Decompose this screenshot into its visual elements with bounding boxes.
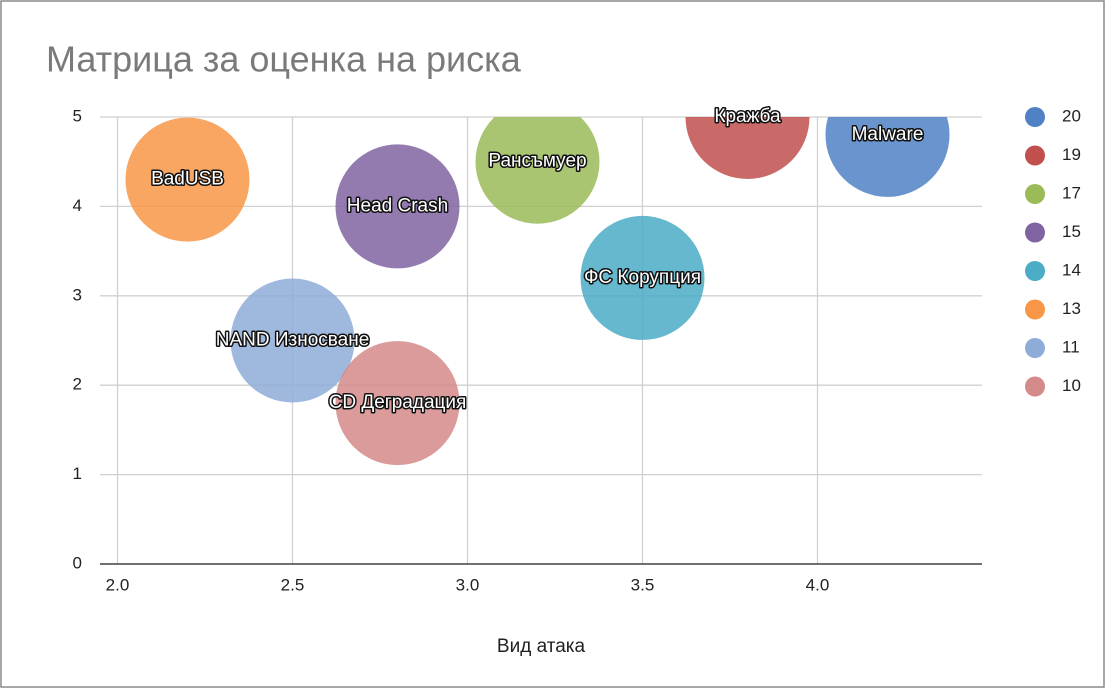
legend-label: 20 — [1062, 106, 1081, 125]
y-tick-label: 3 — [73, 285, 82, 304]
bubble — [125, 117, 250, 242]
legend-marker — [1025, 338, 1045, 358]
data-label: Head Crash — [347, 195, 448, 216]
x-tick-label: 3.0 — [456, 575, 480, 594]
legend-marker — [1025, 222, 1045, 243]
legend-marker — [1025, 107, 1045, 127]
x-tick-label: 2.5 — [281, 575, 305, 594]
x-tick-label: 2.0 — [106, 575, 130, 594]
data-label: Рансъмуер — [488, 151, 586, 172]
legend-label: 19 — [1062, 145, 1081, 164]
bubble — [335, 341, 460, 466]
x-tick-label: 4.0 — [806, 575, 830, 594]
legend-label: 15 — [1062, 222, 1081, 241]
bubble — [825, 117, 950, 197]
legend-marker — [1025, 299, 1045, 320]
y-tick-label: 0 — [73, 553, 82, 572]
bubble — [335, 144, 460, 269]
data-label: CD Деградация — [329, 392, 467, 413]
chart-title: Матрица за оценка на риска — [46, 39, 522, 80]
y-tick-label: 4 — [73, 196, 82, 215]
legend-label: 17 — [1062, 183, 1081, 202]
y-tick-label: 2 — [73, 375, 82, 394]
data-label: Malware — [852, 124, 924, 145]
data-label: ФС Корупция — [584, 267, 701, 288]
legend-marker — [1025, 184, 1045, 204]
legend-marker — [1025, 261, 1045, 281]
bubble — [230, 278, 355, 403]
x-axis-label: Вид атака — [497, 636, 586, 657]
bubble — [580, 215, 705, 340]
bubble — [685, 117, 810, 179]
data-label: Кражба — [714, 106, 781, 127]
bubble — [475, 117, 600, 224]
legend-label: 14 — [1062, 260, 1081, 279]
legend-label: 10 — [1062, 376, 1081, 395]
y-tick-label: 1 — [73, 464, 82, 483]
legend-marker — [1025, 145, 1045, 166]
legend-label: 11 — [1062, 337, 1080, 356]
legend-label: 13 — [1062, 299, 1081, 318]
x-tick-label: 3.5 — [631, 575, 655, 594]
y-tick-label: 5 — [73, 106, 82, 125]
data-label: BadUSB — [151, 169, 224, 190]
data-label: NAND Износване — [216, 330, 370, 351]
legend-marker — [1025, 376, 1045, 397]
